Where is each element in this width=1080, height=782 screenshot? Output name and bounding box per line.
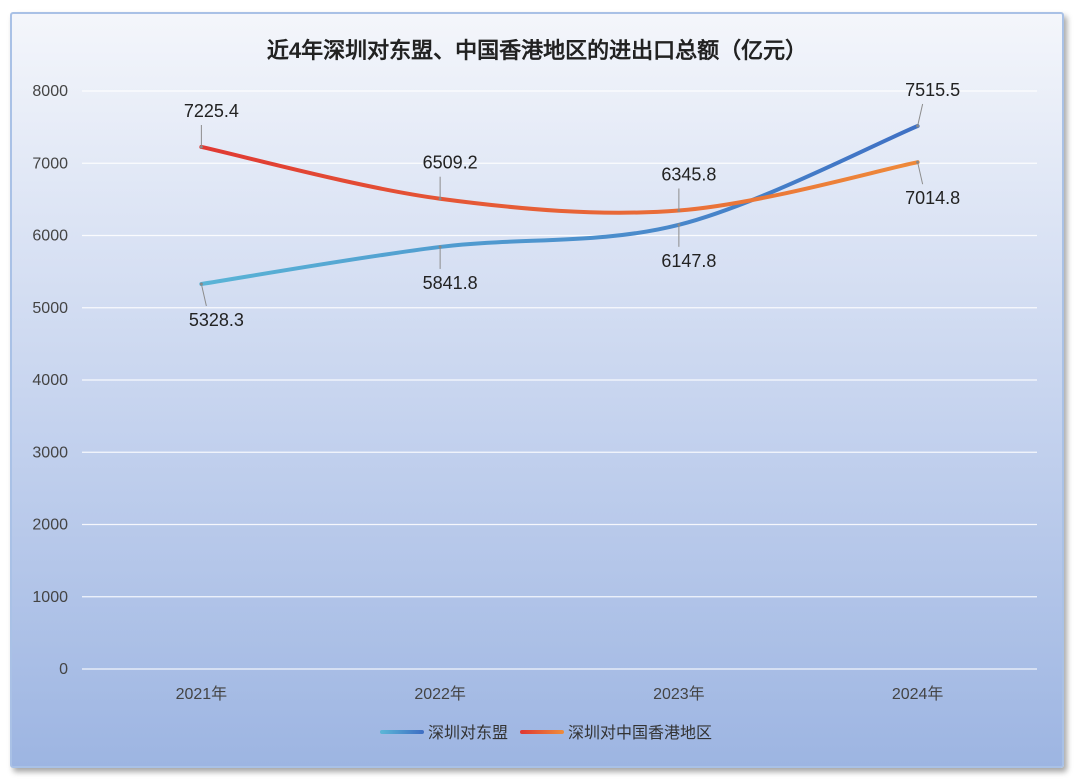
y-tick-label: 2000 <box>32 517 68 534</box>
chart-frame: 近4年深圳对东盟、中国香港地区的进出口总额（亿元） 0 1000 2000 3000 4… <box>10 12 1064 768</box>
data-label: 6509.2 <box>423 153 478 173</box>
y-tick-label: 3000 <box>32 444 68 461</box>
data-label: 7225.4 <box>184 101 239 121</box>
leader-line <box>917 103 924 127</box>
y-tick-label: 4000 <box>32 372 68 389</box>
data-label: 7014.8 <box>905 188 960 208</box>
data-label: 5841.8 <box>423 273 478 293</box>
y-tick-label: 0 <box>59 661 68 678</box>
data-label: 5328.3 <box>189 310 244 330</box>
y-tick-label: 6000 <box>32 228 68 245</box>
x-tick-label: 2024年 <box>892 685 944 703</box>
x-tick-label: 2022年 <box>414 685 466 703</box>
y-tick-label: 5000 <box>32 300 68 317</box>
data-label: 7515.5 <box>905 80 960 100</box>
x-tick-label: 2021年 <box>176 685 228 703</box>
leader-line <box>917 162 924 185</box>
chart-title: 近4年深圳对东盟、中国香港地区的进出口总额（亿元） <box>267 38 807 63</box>
legend-label: 深圳对东盟 <box>428 724 508 742</box>
legend-label: 深圳对中国香港地区 <box>568 724 712 742</box>
y-tick-label: 8000 <box>32 83 68 100</box>
x-tick-label: 2023年 <box>653 685 705 703</box>
data-label: 6345.8 <box>661 165 716 185</box>
line-chart: 近4年深圳对东盟、中国香港地区的进出口总额（亿元） 0 1000 2000 3000 4… <box>32 38 1037 742</box>
series-line-1 <box>199 144 920 215</box>
y-tick-label: 1000 <box>32 589 68 606</box>
leader-line <box>200 283 207 307</box>
series-line-0 <box>199 124 920 287</box>
data-label: 6147.8 <box>661 251 716 271</box>
y-tick-label: 7000 <box>32 155 68 172</box>
